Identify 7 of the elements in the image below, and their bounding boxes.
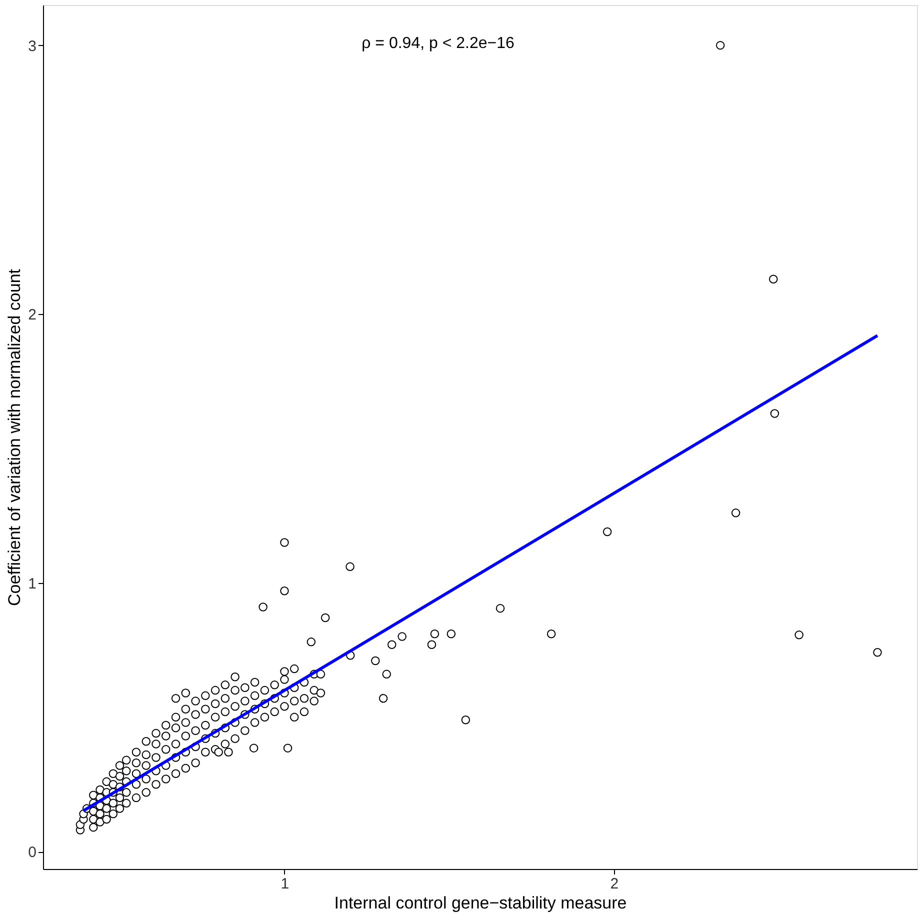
y-tick-label: 0 — [28, 844, 36, 862]
x-axis-title: Internal control gene−stability measure — [334, 894, 627, 912]
y-tick-label: 1 — [28, 575, 36, 592]
y-tick-label: 3 — [28, 38, 36, 55]
y-tick-label: 2 — [28, 306, 36, 324]
y-axis-title: Coefficient of variation with normalized count — [5, 268, 24, 606]
annotation: ρ = 0.94, p < 2.2e−16 — [362, 35, 514, 52]
